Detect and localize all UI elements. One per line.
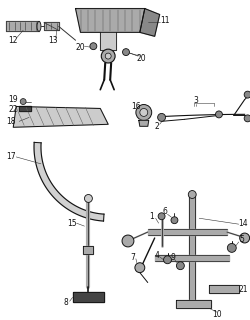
Text: 16: 16 [130,102,140,111]
Circle shape [226,244,235,252]
Text: 21: 21 [238,285,248,294]
Circle shape [163,256,171,264]
Circle shape [239,233,248,243]
Polygon shape [208,285,238,293]
Text: 1: 1 [149,212,154,221]
Circle shape [101,49,115,63]
Circle shape [135,105,151,120]
Circle shape [157,113,165,121]
Polygon shape [34,142,103,221]
Polygon shape [75,9,144,32]
Text: 5: 5 [238,236,243,244]
Polygon shape [19,107,31,111]
Text: 22: 22 [8,105,18,114]
Circle shape [90,43,96,50]
Text: 4: 4 [154,251,158,260]
Circle shape [214,111,222,118]
Text: 12: 12 [8,36,18,45]
Text: 3: 3 [193,96,198,105]
Ellipse shape [37,21,41,31]
Polygon shape [83,246,93,254]
Circle shape [176,262,184,270]
Text: 14: 14 [237,219,246,228]
Polygon shape [154,255,228,261]
Circle shape [139,108,147,116]
Polygon shape [138,120,148,126]
Text: 13: 13 [48,36,58,45]
Circle shape [134,263,144,273]
Circle shape [20,99,26,105]
Polygon shape [188,195,194,302]
Text: 18: 18 [6,117,16,126]
Polygon shape [13,107,108,127]
Text: 10: 10 [211,310,221,319]
Circle shape [158,213,164,220]
Text: 20: 20 [76,43,85,52]
Text: 7: 7 [130,253,135,262]
Polygon shape [176,300,210,308]
Text: 2: 2 [154,122,158,131]
Circle shape [122,49,129,56]
Circle shape [170,217,177,224]
Circle shape [105,53,111,59]
Text: 20: 20 [136,53,145,62]
Polygon shape [100,32,116,50]
Text: 19: 19 [8,95,18,104]
Text: 6: 6 [162,207,166,216]
Text: 11: 11 [159,16,169,25]
Text: 9: 9 [169,253,174,262]
Text: 8: 8 [63,298,68,307]
Circle shape [188,190,196,198]
Circle shape [122,235,133,247]
Text: 15: 15 [66,219,76,228]
Circle shape [243,91,250,98]
Polygon shape [72,292,104,302]
Polygon shape [44,22,59,30]
Circle shape [84,195,92,203]
Polygon shape [147,229,226,235]
Polygon shape [139,9,159,36]
Text: 17: 17 [6,152,16,161]
Circle shape [243,115,250,122]
